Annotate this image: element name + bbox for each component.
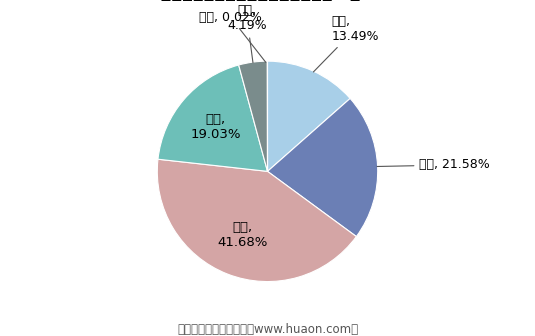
Text: 制图：华经产业研究院（www.huaon.com）: 制图：华经产业研究院（www.huaon.com） (177, 323, 358, 336)
Wedge shape (268, 98, 378, 237)
Text: 西南, 0.02%: 西南, 0.02% (199, 10, 266, 62)
Wedge shape (157, 159, 356, 282)
Text: 东北, 21.58%: 东北, 21.58% (377, 158, 490, 171)
Text: 西北,
4.19%: 西北, 4.19% (227, 4, 267, 62)
Text: 华东,
41.68%: 华东, 41.68% (218, 221, 268, 249)
Wedge shape (158, 65, 268, 171)
Text: 2021年我国石脑油产量区域分布（单位：%）: 2021年我国石脑油产量区域分布（单位：%） (116, 0, 362, 2)
Wedge shape (239, 61, 268, 171)
Text: 华北,
13.49%: 华北, 13.49% (314, 15, 379, 72)
Wedge shape (268, 61, 350, 171)
Text: 中南,
19.03%: 中南, 19.03% (190, 113, 241, 141)
